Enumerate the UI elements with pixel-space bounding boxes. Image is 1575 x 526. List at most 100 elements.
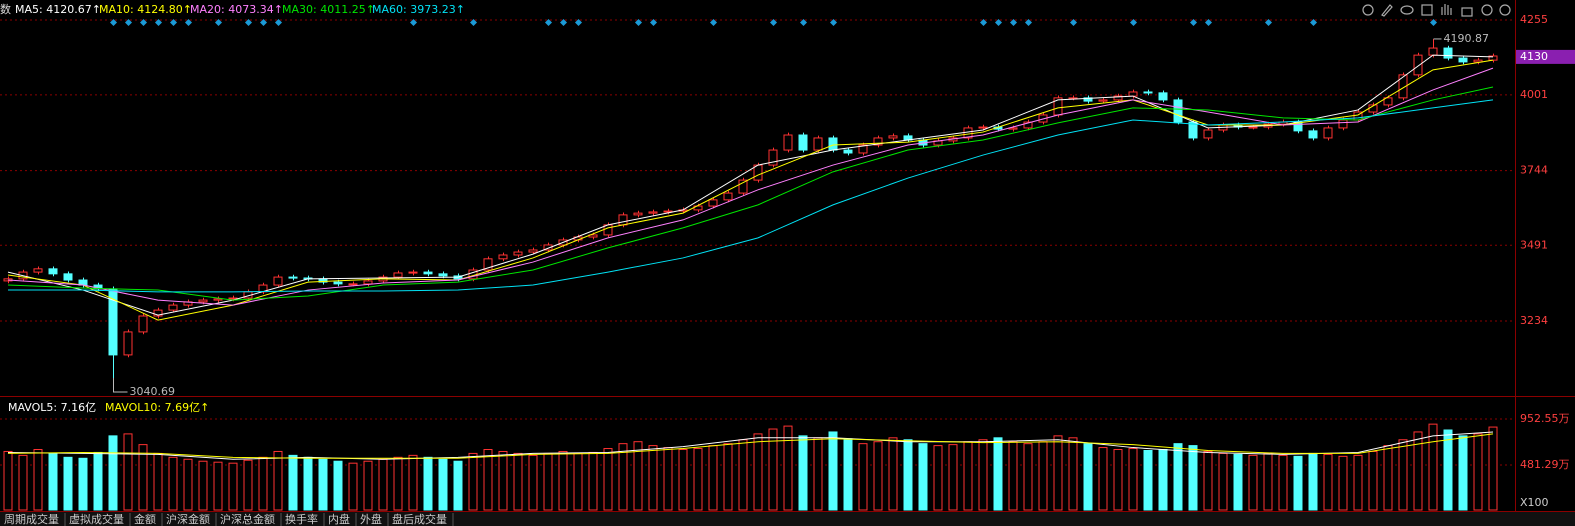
- candle-body: [873, 137, 883, 146]
- settings-icon[interactable]: [1362, 4, 1374, 16]
- lock-icon[interactable]: [1461, 7, 1473, 17]
- volume-bar: [48, 452, 58, 511]
- last-price-box: [1516, 49, 1575, 64]
- candle-body: [858, 144, 868, 154]
- volume-bar: [153, 452, 163, 511]
- toolbar: [1362, 4, 1511, 17]
- signal-marker: [185, 19, 192, 26]
- y-tick-label: 4255: [1520, 13, 1548, 26]
- volume-bar: [633, 441, 643, 511]
- signal-marker: [635, 19, 642, 26]
- signal-marker: [770, 19, 777, 26]
- volume-bar: [273, 450, 283, 511]
- volume-bar: [333, 460, 343, 511]
- volume-bar: [1398, 439, 1408, 511]
- candle-body: [153, 309, 163, 317]
- tab[interactable]: 盘后成交量: [392, 512, 447, 526]
- signal-marker: [110, 19, 117, 26]
- signal-marker: [410, 19, 417, 26]
- volume-bar: [1263, 452, 1273, 511]
- candle-body: [288, 276, 298, 279]
- volume-bar: [1368, 450, 1378, 511]
- hand-icon[interactable]: [1441, 4, 1452, 15]
- signal-marker: [575, 19, 582, 26]
- signal-marker: [1265, 19, 1272, 26]
- mavol-line: [7, 433, 1494, 459]
- candle-body: [528, 249, 538, 253]
- candle-body: [168, 304, 178, 311]
- ma-line: [7, 54, 1494, 316]
- volume-bar: [1008, 441, 1018, 511]
- tab[interactable]: 外盘: [360, 512, 382, 526]
- tab[interactable]: 沪深总金额: [220, 512, 275, 526]
- volume-bar: [1098, 447, 1108, 511]
- candle-body: [978, 126, 988, 129]
- legend-entry: MA60: 3973.23↑: [372, 3, 465, 16]
- ma-line: [7, 86, 1494, 301]
- volume-bar: [498, 450, 508, 511]
- candle-body: [33, 268, 43, 273]
- candle-body: [63, 273, 73, 281]
- volume-bar: [858, 443, 868, 511]
- candle-body: [48, 268, 58, 275]
- volume-bar: [483, 449, 493, 511]
- draw-icon[interactable]: [1381, 4, 1393, 17]
- candle-body: [648, 211, 658, 214]
- volume-bar: [393, 456, 403, 511]
- candle-body: [138, 315, 148, 333]
- tab[interactable]: 虚拟成交量: [69, 512, 124, 526]
- signal-marker: [650, 19, 657, 26]
- legend-entry: MA30: 4011.25↑: [282, 3, 375, 16]
- signal-marker: [1070, 19, 1077, 26]
- volume-bar: [1428, 423, 1438, 511]
- bag-icon[interactable]: [1421, 4, 1433, 16]
- volume-bar: [663, 447, 673, 511]
- candle-body: [1083, 97, 1093, 102]
- candle-body: [438, 273, 448, 277]
- candle-body: [1458, 57, 1468, 63]
- tab[interactable]: 换手率: [285, 512, 318, 526]
- signal-marker: [830, 19, 837, 26]
- volume-bar: [1083, 443, 1093, 511]
- mavol-line: [7, 431, 1494, 460]
- signal-marker: [560, 19, 567, 26]
- candle-body: [783, 134, 793, 151]
- volume-bar: [843, 438, 853, 511]
- zoom-in-icon[interactable]: [1481, 4, 1493, 16]
- volume-bar: [1188, 445, 1198, 511]
- volume-bar: [648, 445, 658, 511]
- candle-body: [363, 280, 373, 285]
- volume-bar: [1203, 450, 1213, 511]
- tab[interactable]: 金额: [134, 512, 156, 526]
- tab[interactable]: 沪深金额: [166, 512, 210, 526]
- volume-bar: [993, 437, 1003, 511]
- volume-legend-entry: MAVOL5: 7.16亿: [8, 401, 96, 414]
- candle-body: [1338, 119, 1348, 129]
- volume-bar: [423, 456, 433, 511]
- candle-body: [498, 254, 508, 260]
- volume-bar: [318, 458, 328, 511]
- y-tick-label: 3234: [1520, 314, 1548, 327]
- volume-bar: [873, 441, 883, 511]
- volume-bar: [513, 452, 523, 511]
- candle-body: [1173, 99, 1183, 123]
- annotation-connector: [113, 377, 128, 393]
- volume-bar: [813, 437, 823, 511]
- volume-bar: [543, 452, 553, 511]
- candle-body: [483, 258, 493, 271]
- y-tick-label: 3744: [1520, 164, 1548, 177]
- zoom-out-icon[interactable]: [1499, 4, 1511, 16]
- signal-marker: [800, 19, 807, 26]
- tab[interactable]: 周期成交量: [4, 512, 59, 526]
- volume-bar: [33, 449, 43, 511]
- volume-bar: [948, 444, 958, 511]
- volume-unit-label: X100: [1520, 496, 1549, 509]
- volume-bar: [933, 445, 943, 511]
- signal-marker: [1310, 19, 1317, 26]
- candle-body: [213, 298, 223, 301]
- y-tick-label: 3491: [1520, 238, 1548, 251]
- view-icon[interactable]: [1400, 5, 1414, 15]
- tab[interactable]: 内盘: [328, 512, 350, 526]
- candle-body: [423, 271, 433, 275]
- candle-body: [1383, 97, 1393, 106]
